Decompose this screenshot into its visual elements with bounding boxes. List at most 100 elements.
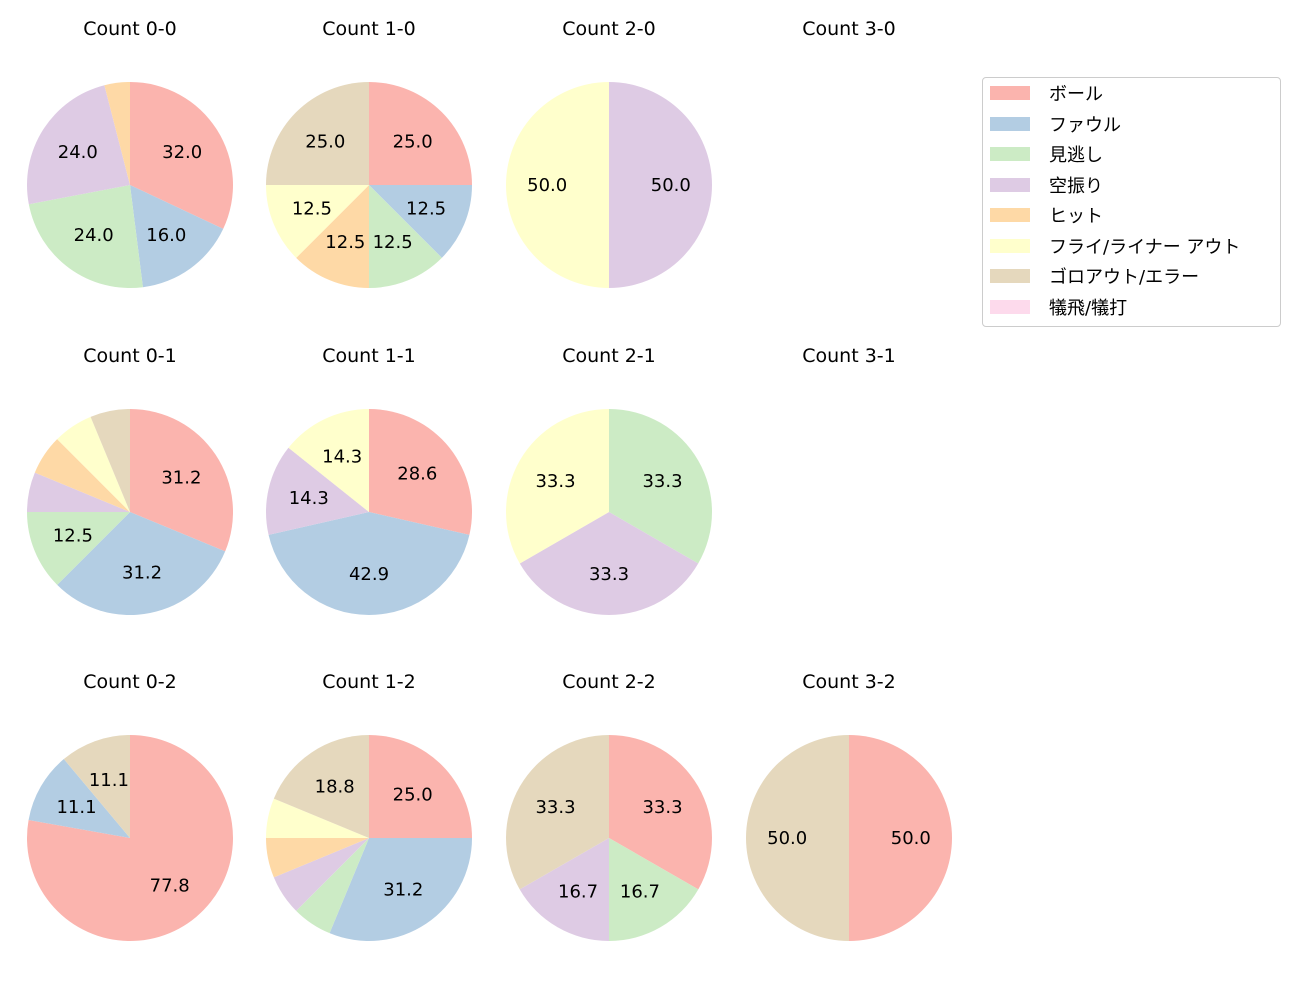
slice-label: 16.0	[146, 225, 186, 246]
legend-item: ヒット	[990, 205, 1103, 227]
pie-slice	[130, 409, 233, 552]
pie-slice	[369, 735, 472, 838]
pie-title: Count 3-1	[802, 345, 896, 367]
pie-count-2-1: Count 2-1 33.3 33.3 33.3	[506, 345, 712, 615]
pie-count-0-0: Count 0-0 32.0 16.0 24.0 24.0	[26, 18, 233, 288]
pie-slice	[369, 185, 472, 258]
pie-slice	[266, 185, 369, 258]
legend-swatch	[990, 238, 1030, 253]
slice-label: 14.3	[289, 488, 329, 509]
pie-slice	[519, 838, 609, 941]
pie-slice	[268, 512, 470, 615]
legend: ボールファウル見逃し空振りヒットフライ/ライナー アウト ゴロアウト/エラー犠飛/…	[982, 77, 1281, 327]
legend-swatch	[990, 86, 1030, 100]
slice-label: 12.5	[373, 232, 413, 253]
legend-item: 空振り	[990, 175, 1103, 197]
slice-label: 25.0	[393, 784, 433, 805]
pie-slice	[296, 185, 369, 288]
pie-slice	[130, 82, 233, 229]
pie-count-0-1: Count 0-1 31.2 31.2 12.5	[27, 345, 233, 615]
slice-label: 42.9	[349, 564, 389, 585]
legend-swatch	[990, 177, 1030, 192]
pie-count-3-2: Count 3-2 50.0 50.0	[746, 671, 952, 941]
pie-slice	[57, 416, 131, 512]
pie-slice	[288, 409, 369, 512]
pie-count-2-0: Count 2-0 50.0 50.0	[506, 18, 712, 288]
slice-label: 24.0	[74, 225, 114, 246]
slice-label: 18.8	[315, 777, 355, 798]
slice-label: 12.5	[325, 232, 365, 253]
pie-count-0-2: Count 0-2 77.8 11.1 11.1	[26, 671, 233, 942]
pie-slice	[746, 735, 849, 941]
slice-label: 16.7	[558, 881, 598, 902]
pie-title: Count 0-2	[83, 671, 177, 693]
pie-title: Count 3-2	[802, 671, 896, 693]
pie-slice	[506, 82, 609, 288]
slice-label: 50.0	[891, 828, 931, 849]
slice-label: 28.6	[397, 463, 437, 484]
slice-label: 25.0	[393, 131, 433, 152]
pie-slice	[506, 409, 609, 564]
slice-label: 12.5	[53, 526, 93, 547]
pie-slice	[609, 735, 712, 890]
slice-label: 14.3	[322, 446, 362, 467]
slice-label: 12.5	[406, 199, 446, 220]
legend-item: ファウル	[990, 114, 1121, 136]
legend-label: ヒット	[1049, 206, 1103, 227]
pie-count-2-2: Count 2-2 33.3 16.7 16.7 33.3	[506, 671, 712, 941]
legend-item: 犠飛/犠打	[990, 297, 1127, 319]
pie-slice	[506, 735, 609, 890]
slice-label: 50.0	[767, 828, 807, 849]
pie-slice	[28, 759, 130, 838]
pie-slice	[609, 838, 699, 941]
legend-label: ゴロアウト/エラー	[1049, 267, 1200, 288]
legend-label: 空振り	[1049, 175, 1103, 197]
pie-slice	[273, 838, 369, 911]
slice-label: 12.5	[292, 199, 332, 220]
pie-title: Count 2-2	[562, 671, 656, 693]
legend-label: ボール	[1049, 84, 1103, 105]
pie-slice	[57, 512, 226, 615]
slice-label: 25.0	[305, 131, 345, 152]
legend-swatch	[990, 147, 1030, 161]
legend-label: フライ/ライナー アウト	[1049, 236, 1241, 258]
slice-label: 11.1	[89, 770, 129, 791]
pie-slice	[104, 82, 130, 185]
pie-slice	[519, 512, 699, 615]
pie-count-1-2: Count 1-2 25.0 31.2 18.8	[266, 671, 472, 941]
slice-label: 24.0	[58, 142, 98, 163]
pie-count-1-1: Count 1-1 28.6 42.9 14.3 14.3	[265, 345, 473, 615]
pie-title: Count 3-0	[802, 18, 896, 40]
pie-slice	[266, 82, 369, 185]
legend-swatch	[990, 299, 1030, 314]
pie-title: Count 1-2	[322, 671, 416, 693]
pie-slice	[26, 735, 233, 942]
pie-count-3-1: Count 3-1	[802, 345, 896, 367]
pie-slice	[609, 82, 712, 288]
slice-label: 33.3	[535, 471, 575, 492]
pie-title: Count 0-0	[83, 18, 177, 40]
slice-label: 33.3	[535, 797, 575, 818]
pie-count-1-0: Count 1-0 25.0 12.5 12.5 12.5 12.5 25.0	[266, 18, 472, 288]
legend-swatch	[990, 208, 1030, 222]
pie-title: Count 1-1	[322, 345, 416, 367]
slice-label: 33.3	[589, 564, 629, 585]
legend-swatch	[990, 269, 1030, 283]
slice-label: 31.2	[161, 468, 201, 489]
pie-slice	[34, 439, 130, 512]
legend-label: ファウル	[1049, 114, 1121, 136]
pie-count-3-0: Count 3-0	[802, 18, 896, 40]
legend-item: フライ/ライナー アウト	[990, 236, 1241, 258]
slice-label: 31.2	[383, 879, 423, 900]
legend-label: 見逃し	[1049, 145, 1103, 166]
slice-label: 11.1	[56, 797, 96, 818]
slice-label: 33.3	[642, 797, 682, 818]
slice-label: 31.2	[122, 563, 162, 584]
pie-slice	[329, 838, 472, 941]
pie-title: Count 0-1	[83, 345, 177, 367]
pie-slice	[130, 185, 224, 288]
pie-slice	[27, 472, 130, 512]
pie-slice	[90, 409, 130, 512]
slice-label: 33.3	[642, 471, 682, 492]
